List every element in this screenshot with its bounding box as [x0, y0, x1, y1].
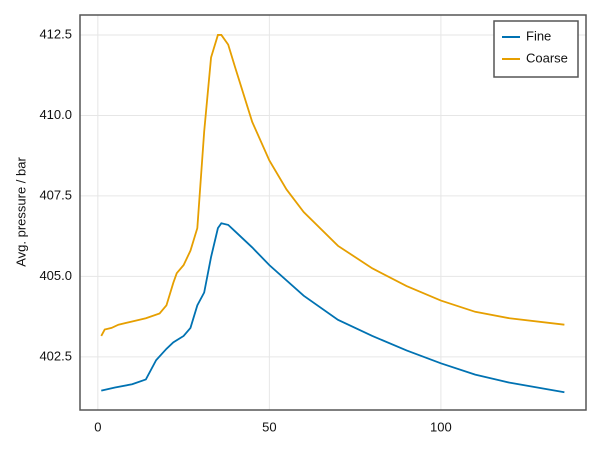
- y-tick-label: 405.0: [39, 268, 72, 283]
- y-axis-label: Avg. pressure / bar: [13, 157, 28, 267]
- legend-label: Fine: [526, 28, 551, 43]
- x-tick-label: 0: [94, 419, 101, 434]
- x-tick-label: 50: [262, 419, 276, 434]
- y-tick-label: 407.5: [39, 187, 72, 202]
- plot-frame: [79, 14, 587, 411]
- y-tick-label: 412.5: [39, 26, 72, 41]
- y-tick-label: 410.0: [39, 107, 72, 122]
- legend-label: Coarse: [526, 50, 568, 65]
- x-tick-label: 100: [430, 419, 452, 434]
- series-line: [100, 34, 565, 337]
- y-tick-label: 402.5: [39, 348, 72, 363]
- series-line: [101, 222, 565, 394]
- legend-box: [493, 20, 579, 78]
